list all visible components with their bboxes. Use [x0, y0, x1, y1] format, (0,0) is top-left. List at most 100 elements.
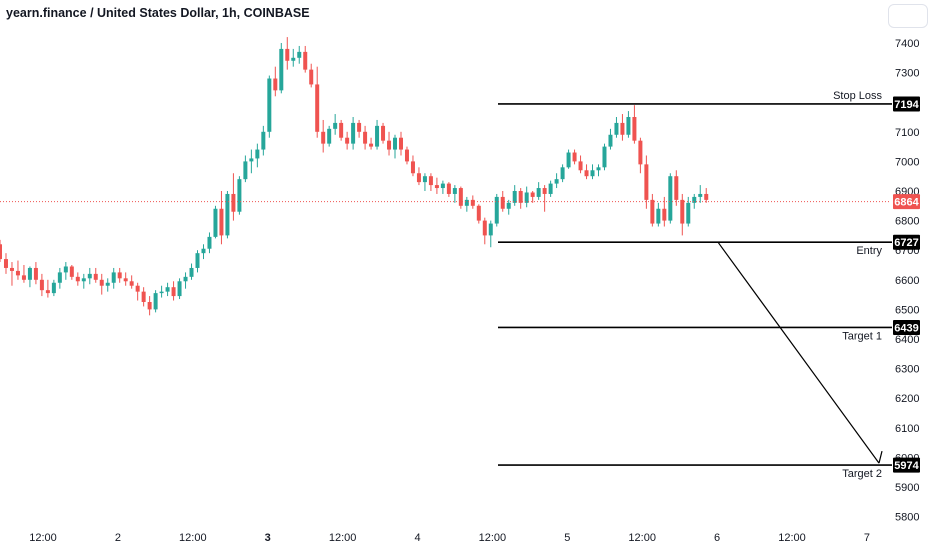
chart-settings-button[interactable] [888, 4, 928, 28]
candle-body [63, 266, 68, 273]
candle [183, 272, 188, 289]
y-tick-label: 6200 [895, 393, 919, 405]
y-tick-label: 6800 [895, 216, 919, 228]
candle-body [476, 205, 481, 221]
candle-body [434, 185, 439, 189]
candle-body [393, 137, 398, 150]
candle-body [171, 287, 176, 297]
level-label-target-1: Target 1 [842, 330, 882, 342]
candle [584, 164, 589, 180]
level-badge-entry: 6727 [893, 234, 920, 250]
candle-body [668, 176, 673, 221]
candle-body [183, 276, 188, 282]
candle [650, 193, 655, 227]
candle [111, 267, 116, 289]
candle [255, 143, 260, 168]
candle [632, 105, 637, 144]
y-tick-label: 7000 [895, 156, 919, 168]
candle-body [530, 192, 535, 197]
candle-body [692, 196, 697, 203]
candle [237, 176, 242, 215]
candle [692, 193, 697, 209]
level-badge-entry-text: 6727 [894, 237, 918, 249]
candle [602, 143, 607, 171]
candle [662, 196, 667, 227]
candle [105, 278, 110, 292]
candle [219, 191, 224, 245]
candle [153, 290, 158, 313]
candle [404, 146, 409, 165]
candle-body [315, 84, 320, 132]
candle-body [291, 57, 296, 61]
candle-body [231, 193, 236, 212]
candle [117, 267, 122, 283]
candle [410, 155, 415, 177]
candle-body [237, 179, 242, 212]
candle-body [153, 293, 158, 310]
candle [470, 195, 475, 209]
candle-body [363, 131, 368, 144]
candle-body [410, 161, 415, 174]
candle [9, 262, 14, 286]
candle [39, 273, 44, 297]
candle [207, 232, 212, 254]
candle [57, 267, 62, 289]
candle-body [27, 267, 32, 280]
x-tick-label: 4 [414, 532, 420, 544]
candle [45, 279, 50, 298]
candle [524, 186, 529, 208]
candle [147, 296, 152, 316]
candle-body [590, 170, 595, 177]
candle-body [614, 122, 619, 135]
candle [428, 173, 433, 191]
candle [303, 45, 308, 73]
candle [51, 279, 56, 297]
candle-body [506, 202, 511, 209]
level-badge-target-1: 6439 [893, 319, 920, 335]
candle [249, 149, 254, 174]
candle-body [213, 208, 218, 237]
candle [123, 272, 128, 286]
candle [668, 173, 673, 224]
candle-body [452, 188, 457, 194]
candle-body [680, 199, 685, 224]
y-tick-label: 6300 [895, 364, 919, 376]
y-tick-label: 7300 [895, 68, 919, 80]
candle [129, 275, 134, 289]
candle-body [135, 285, 140, 292]
candle [69, 265, 74, 280]
candle-body [357, 122, 362, 132]
candle-body [165, 287, 170, 292]
candle [21, 265, 26, 283]
candle [273, 66, 278, 97]
candle [297, 45, 302, 64]
y-tick-label: 5800 [895, 512, 919, 524]
candle-body [333, 122, 338, 129]
level-badge-entry-bg [893, 234, 920, 250]
candle-body [662, 208, 667, 221]
level-badge-stop-loss-text: 7194 [894, 99, 919, 111]
candle-body [381, 125, 386, 141]
chart-title: yearn.finance / United States Dollar, 1h… [6, 6, 310, 20]
candle-body [494, 196, 499, 224]
candle-body [15, 270, 20, 276]
candle [33, 262, 38, 285]
candle-body [207, 236, 212, 249]
candle [500, 191, 505, 212]
candle-body [75, 276, 80, 282]
candle-body [69, 266, 74, 277]
x-tick-label: 12:00 [29, 532, 57, 544]
candle-body [123, 278, 128, 282]
candle-body [440, 183, 445, 189]
candle [512, 185, 517, 206]
candle-body [542, 188, 547, 194]
candle-body [560, 167, 565, 180]
candle [656, 202, 661, 227]
candle-body [267, 78, 272, 132]
candle [554, 173, 559, 189]
candle [674, 170, 679, 206]
candle-body [87, 273, 92, 279]
candle [201, 244, 206, 260]
candle [464, 196, 469, 212]
